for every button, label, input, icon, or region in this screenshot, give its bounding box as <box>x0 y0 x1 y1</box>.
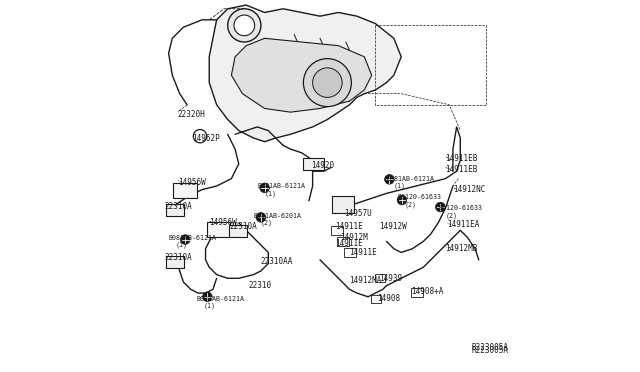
FancyBboxPatch shape <box>173 183 197 198</box>
FancyBboxPatch shape <box>207 222 230 237</box>
Text: 22310: 22310 <box>248 281 271 290</box>
Text: 14908+A: 14908+A <box>412 287 444 296</box>
Text: 14911E: 14911E <box>349 248 378 257</box>
Circle shape <box>180 235 190 244</box>
Text: 22310A: 22310A <box>165 253 193 263</box>
Text: 14920: 14920 <box>311 161 334 170</box>
FancyBboxPatch shape <box>303 158 324 170</box>
Text: (1): (1) <box>264 190 276 197</box>
Text: 14912NC: 14912NC <box>453 185 485 194</box>
Text: B081AB-6121A: B081AB-6121A <box>196 296 244 302</box>
Text: 14912M: 14912M <box>340 233 368 242</box>
FancyBboxPatch shape <box>166 205 184 216</box>
Text: 22320H: 22320H <box>178 109 205 119</box>
Circle shape <box>312 68 342 97</box>
Text: 14911EB: 14911EB <box>445 154 478 163</box>
Text: 14939: 14939 <box>379 274 402 283</box>
Circle shape <box>397 195 407 205</box>
Text: 14956W: 14956W <box>178 178 205 187</box>
Text: 14957U: 14957U <box>344 209 372 218</box>
Circle shape <box>256 212 266 222</box>
FancyBboxPatch shape <box>337 237 349 246</box>
Text: B081AB-6121A: B081AB-6121A <box>257 183 305 189</box>
Polygon shape <box>209 5 401 142</box>
Text: B0120-61633: B0120-61633 <box>438 205 482 211</box>
Text: (1): (1) <box>394 183 406 189</box>
Text: 22310A: 22310A <box>230 222 257 231</box>
Circle shape <box>234 15 255 36</box>
Text: (2): (2) <box>261 220 273 226</box>
Text: 14912MB: 14912MB <box>445 244 478 253</box>
Circle shape <box>228 9 261 42</box>
Text: (2): (2) <box>445 212 458 219</box>
FancyBboxPatch shape <box>166 256 184 268</box>
Circle shape <box>436 202 445 212</box>
Text: B081AB-6201A: B081AB-6201A <box>253 212 301 218</box>
Text: R223005A: R223005A <box>472 343 508 352</box>
Text: (1): (1) <box>204 303 216 309</box>
Text: B0120-61633: B0120-61633 <box>397 194 442 200</box>
Text: 14911E: 14911E <box>335 222 362 231</box>
Text: B081AB-6121A: B081AB-6121A <box>168 235 216 241</box>
FancyBboxPatch shape <box>371 295 381 303</box>
FancyBboxPatch shape <box>229 225 247 237</box>
Text: B081AB-6121A: B081AB-6121A <box>387 176 435 182</box>
FancyBboxPatch shape <box>411 288 423 297</box>
Text: 14912MA: 14912MA <box>349 276 382 285</box>
Text: 14962P: 14962P <box>193 134 220 142</box>
Text: 14911EA: 14911EA <box>447 220 480 229</box>
Text: R223005A: R223005A <box>472 346 508 355</box>
Circle shape <box>193 129 207 143</box>
FancyBboxPatch shape <box>375 274 385 282</box>
Text: (2): (2) <box>405 201 417 208</box>
Text: 14911E: 14911E <box>335 239 362 248</box>
FancyBboxPatch shape <box>331 225 342 235</box>
Circle shape <box>203 292 212 302</box>
Text: 22310AA: 22310AA <box>261 257 293 266</box>
Polygon shape <box>232 38 372 112</box>
Circle shape <box>385 174 394 184</box>
Text: (1): (1) <box>176 242 188 248</box>
FancyBboxPatch shape <box>332 196 354 212</box>
Text: 14911EB: 14911EB <box>445 165 478 174</box>
Text: 14956W: 14956W <box>209 218 237 227</box>
Text: 14908: 14908 <box>377 294 401 303</box>
Circle shape <box>260 183 269 193</box>
FancyBboxPatch shape <box>344 248 356 257</box>
Text: 14912W: 14912W <box>379 222 407 231</box>
Circle shape <box>303 59 351 107</box>
Text: 22310A: 22310A <box>165 202 193 211</box>
